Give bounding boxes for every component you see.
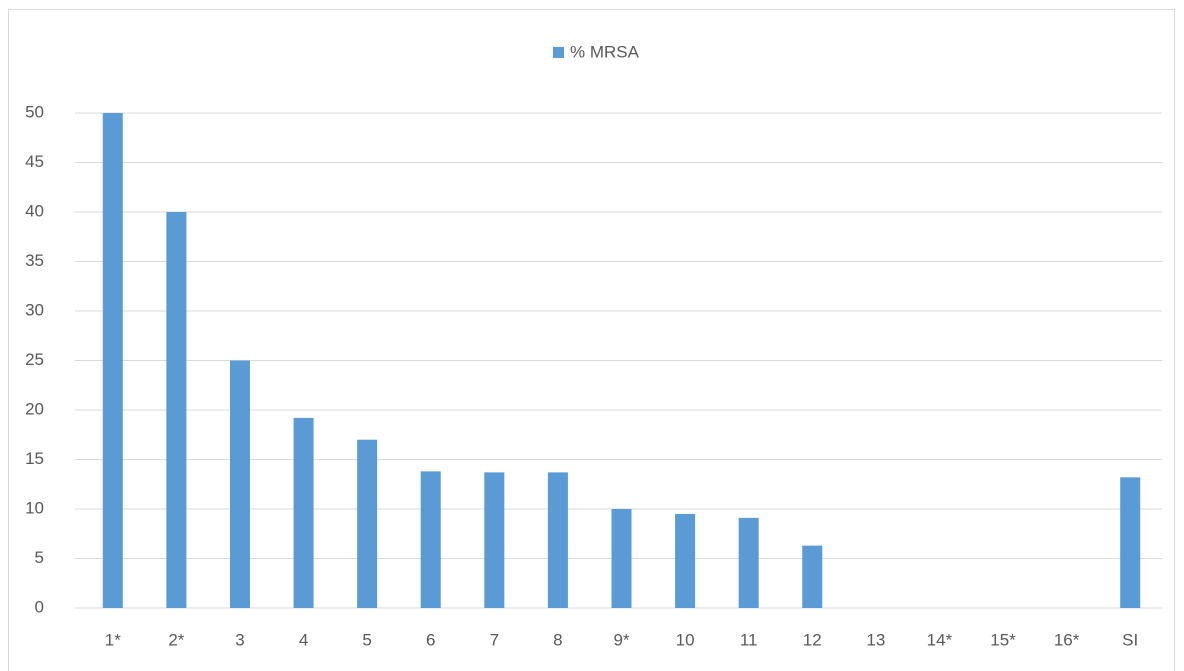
y-tick-label: 0 xyxy=(35,597,44,616)
x-tick-label: 10 xyxy=(676,630,695,649)
x-tick-label: 15* xyxy=(990,630,1016,649)
y-tick-label: 50 xyxy=(25,102,44,121)
y-tick-label: 20 xyxy=(25,399,44,418)
bar xyxy=(293,417,314,608)
x-tick-label: 12 xyxy=(803,630,822,649)
x-tick-label: 16* xyxy=(1054,630,1080,649)
x-tick-label: 9* xyxy=(613,630,629,649)
x-tick-label: 14* xyxy=(927,630,953,649)
x-tick-label: 6 xyxy=(426,630,435,649)
y-tick-label: 15 xyxy=(25,449,44,468)
bar xyxy=(547,472,568,608)
x-tick-label: 5 xyxy=(362,630,371,649)
y-tick-label: 10 xyxy=(25,498,44,517)
bar xyxy=(229,360,250,608)
bar xyxy=(675,513,696,608)
chart-frame xyxy=(8,9,1175,671)
bar xyxy=(166,212,187,608)
bar xyxy=(802,545,823,608)
bar xyxy=(611,509,632,608)
y-tick-label: 25 xyxy=(25,350,44,369)
x-tick-label: 11 xyxy=(740,630,758,649)
y-tick-label: 30 xyxy=(25,300,44,319)
bar xyxy=(484,472,505,608)
x-tick-label: 13 xyxy=(866,630,885,649)
bar xyxy=(102,113,123,608)
x-tick-label: 1* xyxy=(105,630,121,649)
x-tick-label: 7 xyxy=(490,630,499,649)
legend-swatch xyxy=(553,47,564,58)
y-tick-label: 35 xyxy=(25,251,44,270)
x-tick-label: 2* xyxy=(168,630,184,649)
bar xyxy=(420,471,441,608)
y-tick-label: 40 xyxy=(25,201,44,220)
y-tick-label: 45 xyxy=(25,152,44,171)
x-tick-label: SI xyxy=(1122,630,1138,649)
x-tick-label: 4 xyxy=(299,630,308,649)
bar xyxy=(738,517,759,608)
y-tick-label: 5 xyxy=(35,548,44,567)
x-tick-label: 3 xyxy=(235,630,244,649)
bar xyxy=(357,439,378,608)
legend-label: % MRSA xyxy=(570,42,640,61)
x-tick-label: 8 xyxy=(553,630,562,649)
bar xyxy=(1120,477,1141,608)
